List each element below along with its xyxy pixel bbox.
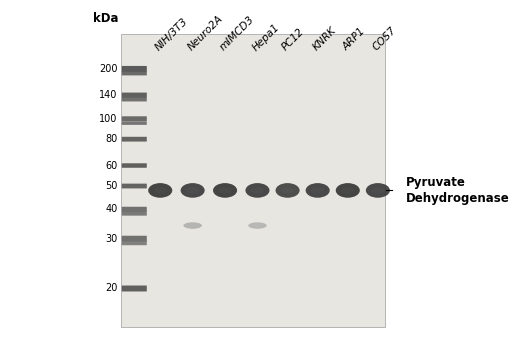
- Ellipse shape: [251, 187, 264, 194]
- Text: 40: 40: [106, 204, 118, 215]
- Ellipse shape: [281, 187, 294, 194]
- Ellipse shape: [148, 183, 172, 198]
- Text: KNRK: KNRK: [310, 26, 338, 53]
- Text: 20: 20: [105, 284, 118, 294]
- Ellipse shape: [252, 224, 263, 227]
- Text: 30: 30: [106, 234, 118, 244]
- FancyBboxPatch shape: [122, 207, 147, 212]
- Text: 200: 200: [99, 64, 118, 74]
- Ellipse shape: [188, 224, 198, 227]
- Text: kDa: kDa: [93, 12, 119, 25]
- Ellipse shape: [248, 222, 267, 229]
- Ellipse shape: [218, 187, 232, 194]
- FancyBboxPatch shape: [122, 236, 147, 242]
- Ellipse shape: [180, 183, 205, 198]
- Ellipse shape: [366, 183, 390, 198]
- FancyBboxPatch shape: [122, 92, 147, 98]
- Text: PC12: PC12: [280, 27, 306, 53]
- FancyBboxPatch shape: [122, 121, 147, 125]
- Text: mIMCD3: mIMCD3: [218, 15, 256, 53]
- Text: Pyruvate
Dehydrogenase: Pyruvate Dehydrogenase: [406, 176, 510, 205]
- Text: 100: 100: [99, 114, 118, 124]
- FancyBboxPatch shape: [122, 137, 147, 141]
- Bar: [121, 34, 385, 327]
- FancyBboxPatch shape: [122, 184, 147, 188]
- Ellipse shape: [245, 183, 269, 198]
- Text: 80: 80: [106, 134, 118, 144]
- FancyBboxPatch shape: [122, 241, 147, 245]
- FancyBboxPatch shape: [122, 212, 147, 216]
- FancyBboxPatch shape: [122, 286, 147, 292]
- FancyBboxPatch shape: [122, 66, 147, 72]
- Text: ARP1: ARP1: [341, 27, 367, 53]
- Text: 140: 140: [99, 90, 118, 100]
- Ellipse shape: [306, 183, 330, 198]
- FancyBboxPatch shape: [122, 116, 147, 121]
- Ellipse shape: [341, 187, 355, 194]
- Ellipse shape: [213, 183, 237, 198]
- FancyBboxPatch shape: [122, 98, 147, 102]
- Ellipse shape: [153, 187, 167, 194]
- Ellipse shape: [186, 187, 199, 194]
- Ellipse shape: [336, 183, 360, 198]
- Text: NIH/3T3: NIH/3T3: [153, 16, 190, 53]
- Text: 60: 60: [106, 161, 118, 170]
- Ellipse shape: [371, 187, 384, 194]
- Text: COS7: COS7: [371, 26, 398, 53]
- Ellipse shape: [184, 222, 202, 229]
- Ellipse shape: [311, 187, 324, 194]
- Ellipse shape: [276, 183, 300, 198]
- Text: Neuro2A: Neuro2A: [186, 14, 225, 53]
- FancyBboxPatch shape: [122, 71, 147, 75]
- Text: Hepa1: Hepa1: [251, 22, 281, 53]
- Text: 50: 50: [105, 181, 118, 191]
- FancyBboxPatch shape: [122, 163, 147, 168]
